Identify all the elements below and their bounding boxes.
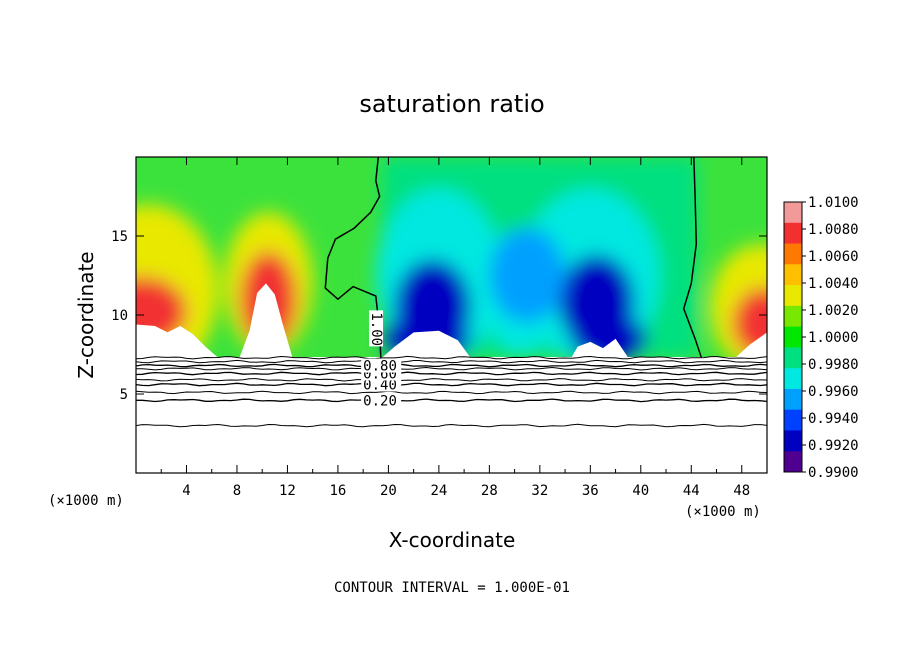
colorbar-tick-label: 1.0000 <box>808 330 859 346</box>
colorbar-tick-label: 1.0100 <box>808 195 859 211</box>
field-dry-core-2 <box>489 228 566 323</box>
x-tick-label: 32 <box>531 483 548 499</box>
contour-label-bg <box>369 310 384 347</box>
x-tick-label: 24 <box>430 483 447 499</box>
colorbar-tick-label: 0.9920 <box>808 438 859 454</box>
x-tick-label: 28 <box>481 483 498 499</box>
y-axis-ticks: 5 10 15 <box>111 229 767 403</box>
y-axis-label: Z-coordinate <box>74 251 98 378</box>
contour-label-0.20: 0.20 <box>363 393 397 409</box>
x-axis-label: X-coordinate <box>389 528 516 552</box>
contour-label-bg <box>361 377 402 392</box>
colorbar-swatch <box>784 326 802 348</box>
contour-line-0.20 <box>136 398 767 403</box>
y-tick-label: 15 <box>111 229 128 245</box>
contour-line-minor <box>136 366 767 371</box>
white-region-3 <box>571 338 628 357</box>
contour-line-0.60 <box>136 371 767 376</box>
y-tick-label: 5 <box>120 387 128 403</box>
white-region-0 <box>136 324 218 357</box>
white-region-1 <box>239 283 293 357</box>
contour-label-0.80: 0.80 <box>363 359 397 375</box>
x-axis-ticks: 4 8 12 16 20 24 28 32 36 40 44 48 <box>160 157 750 499</box>
colorbar-tick-label: 1.0040 <box>808 276 859 292</box>
contour-line-0.40 <box>136 382 767 387</box>
x-unit-label: (×1000 m) <box>685 504 761 520</box>
contour-label-0.40: 0.40 <box>363 378 397 394</box>
colorbar-swatch <box>784 368 802 390</box>
saturation-field <box>136 157 767 357</box>
contour-labels: 0.200.400.600.801.00 <box>361 310 402 409</box>
colorbar-swatch <box>784 243 802 265</box>
contour-line-minor <box>136 359 767 364</box>
colorbar: 1.0100 1.0080 1.0060 1.0040 1.0020 1.0000 0.99… <box>783 195 859 481</box>
colorbar-tick-label: 1.0020 <box>808 303 859 319</box>
colorbar-swatch <box>784 347 802 369</box>
x-tick-label: 44 <box>683 483 700 499</box>
colorbar-swatch <box>784 202 802 224</box>
colorbar-tick-label: 1.0060 <box>808 249 859 265</box>
contour-line-minor <box>136 423 767 428</box>
colorbar-swatch <box>784 305 802 328</box>
colorbar-swatch <box>784 409 802 431</box>
x-tick-label: 20 <box>380 483 397 499</box>
contour-label-bg <box>361 358 402 373</box>
field-blobs <box>136 157 767 357</box>
colorbar-swatch <box>784 430 802 452</box>
plot-area: 0.200.400.600.801.00 <box>135 156 768 474</box>
contour-label-bg <box>361 393 402 408</box>
contour-line-1.00-left <box>324 157 382 358</box>
x-tick-label: 4 <box>182 483 190 499</box>
x-tick-label: 12 <box>279 483 296 499</box>
contour-line-1.00-right <box>682 157 703 358</box>
colorbar-swatch <box>784 285 802 307</box>
colorbar-swatch <box>784 451 802 473</box>
colorbar-tick-label: 0.9900 <box>808 465 859 481</box>
white-region-2 <box>382 330 470 357</box>
contour-line-minor <box>136 390 767 395</box>
contour-lines <box>136 157 767 428</box>
contour-line-0.80 <box>136 363 767 368</box>
x-tick-label: 40 <box>632 483 649 499</box>
colorbar-swatch <box>784 222 802 245</box>
white-regions <box>136 283 767 357</box>
y-tick-label: 10 <box>111 308 128 324</box>
x-tick-label: 48 <box>733 483 750 499</box>
contour-interval-note: CONTOUR INTERVAL = 1.000E-01 <box>334 580 570 596</box>
contour-label-1.00: 1.00 <box>368 312 384 346</box>
contour-line-minor <box>136 355 767 360</box>
colorbar-tick-label: 0.9940 <box>808 411 859 427</box>
x-tick-label: 16 <box>329 483 346 499</box>
colorbar-tick-label: 0.9960 <box>808 384 859 400</box>
white-region-4 <box>736 332 767 357</box>
colorbar-swatch <box>784 388 802 411</box>
colorbar-tick-label: 1.0080 <box>808 222 859 238</box>
x-tick-label: 36 <box>582 483 599 499</box>
x-tick-label: 8 <box>233 483 241 499</box>
colorbar-swatch <box>784 264 802 286</box>
chart-title: saturation ratio <box>359 90 544 118</box>
y-unit-label: (×1000 m) <box>48 493 124 509</box>
colorbar-tick-label: 0.9980 <box>808 357 859 373</box>
contour-line-minor <box>136 378 767 382</box>
